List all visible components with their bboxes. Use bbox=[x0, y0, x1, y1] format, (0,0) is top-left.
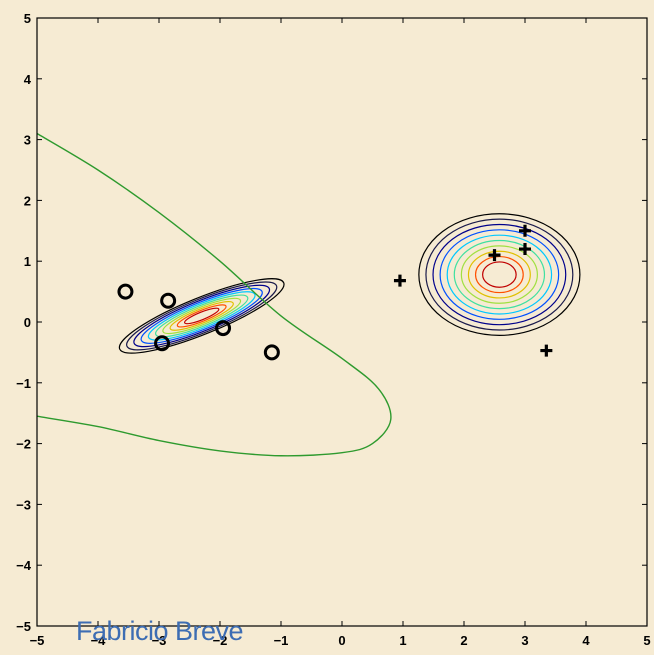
y-tick-label: 2 bbox=[24, 193, 31, 208]
plus-marker bbox=[519, 243, 531, 256]
contour-0-level-9 bbox=[183, 307, 220, 325]
x-tick-label: 3 bbox=[521, 633, 528, 648]
y-tick-label: −2 bbox=[16, 437, 31, 452]
plot-background bbox=[37, 18, 647, 626]
contour-1-level-2 bbox=[432, 223, 567, 326]
y-tick-label: 5 bbox=[24, 11, 31, 26]
contour-1-level-9 bbox=[482, 261, 517, 288]
axis-ticks: −5 −4 −3 −2 −1 0 1 2 3 4 5 −5 −4 −3 −2 −1 0 1 2 3 4 5 bbox=[16, 11, 650, 648]
circle-marker bbox=[117, 283, 134, 300]
contour-1-level-1 bbox=[425, 218, 574, 331]
x-tick-label: 4 bbox=[582, 633, 590, 648]
x-tick-label: 0 bbox=[338, 633, 345, 648]
data-points bbox=[117, 224, 553, 361]
contour-1-level-7 bbox=[467, 250, 531, 299]
plus-marker bbox=[540, 344, 553, 357]
contour-1-level-4 bbox=[446, 234, 553, 315]
contour-1-level-0 bbox=[418, 213, 581, 336]
contour-0-level-5 bbox=[155, 294, 249, 338]
y-tick-label: −5 bbox=[16, 619, 31, 634]
circle-marker bbox=[215, 320, 232, 337]
x-tick-label: −1 bbox=[274, 633, 289, 648]
plus-marker bbox=[393, 274, 406, 287]
contour-0-level-6 bbox=[162, 297, 242, 335]
x-tick-label: 2 bbox=[460, 633, 467, 648]
contour-0-level-7 bbox=[169, 301, 234, 331]
y-tick-label: 1 bbox=[24, 254, 31, 269]
circle-marker bbox=[160, 292, 177, 309]
x-tick-label: 5 bbox=[643, 633, 650, 648]
contour-1-level-6 bbox=[460, 245, 538, 304]
contour-0-level-1 bbox=[126, 281, 278, 351]
contour-0-level-2 bbox=[133, 284, 271, 348]
y-tick-label: 3 bbox=[24, 133, 31, 148]
x-tick-label: 1 bbox=[399, 633, 406, 648]
contour-0-level-0 bbox=[118, 278, 285, 354]
y-tick-label: −3 bbox=[16, 497, 31, 512]
plus-marker bbox=[488, 249, 501, 262]
circle-marker bbox=[154, 335, 171, 352]
x-tick-label: −3 bbox=[152, 633, 167, 648]
author-watermark: Fabricio Breve bbox=[76, 616, 244, 646]
x-tick-label: −4 bbox=[91, 633, 107, 648]
contour-0-level-4 bbox=[147, 291, 256, 341]
plus-marker bbox=[519, 224, 531, 237]
y-tick-label: 0 bbox=[24, 315, 31, 330]
y-tick-label: 4 bbox=[24, 72, 32, 87]
contour-0-level-8 bbox=[176, 304, 227, 328]
contour-0-level-3 bbox=[140, 287, 263, 344]
contour-1-level-5 bbox=[453, 239, 546, 310]
y-tick-label: −1 bbox=[16, 376, 31, 391]
decision-boundary bbox=[36, 132, 392, 457]
contour-1-level-3 bbox=[439, 229, 560, 320]
x-tick-label: −2 bbox=[213, 633, 228, 648]
x-tick-label: −5 bbox=[30, 633, 45, 648]
circle-marker bbox=[263, 344, 280, 361]
density-contours bbox=[118, 213, 581, 354]
y-tick-label: −4 bbox=[16, 558, 32, 573]
